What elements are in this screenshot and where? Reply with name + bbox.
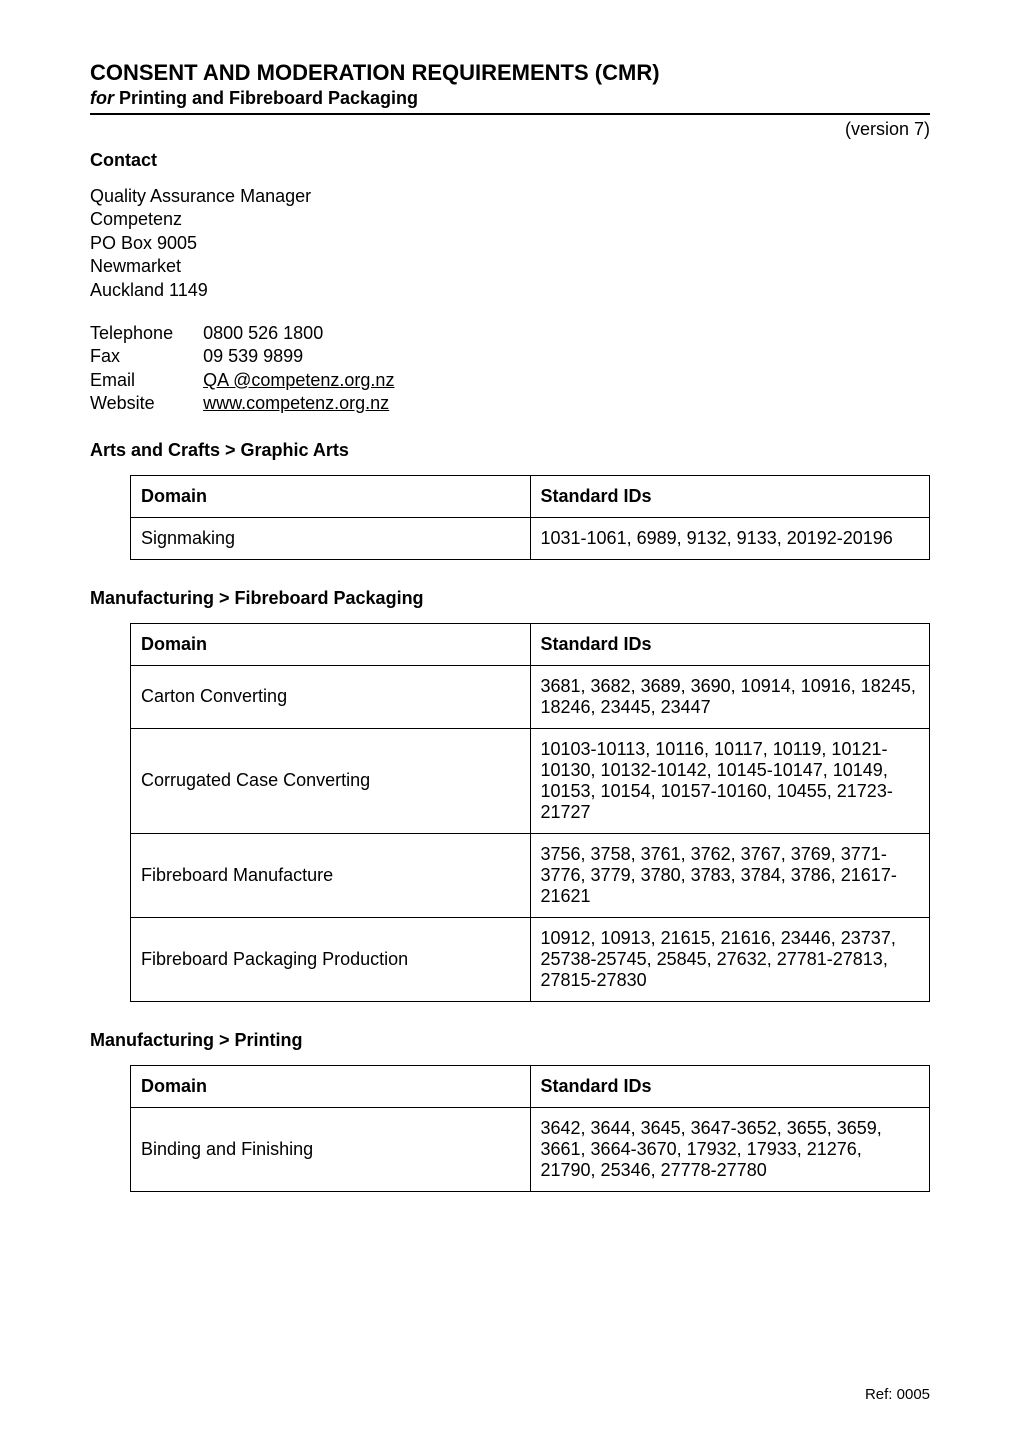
footer-ref: Ref: 0005: [865, 1386, 930, 1403]
cell-domain: Corrugated Case Converting: [131, 728, 531, 833]
header-ids: Standard IDs: [530, 623, 930, 665]
contact-row-email: Email QA @competenz.org.nz: [90, 369, 424, 392]
header-domain: Domain: [131, 1065, 531, 1107]
contact-line: Auckland 1149: [90, 279, 930, 302]
contact-line: PO Box 9005: [90, 232, 930, 255]
table-row: Fibreboard Manufacture 3756, 3758, 3761,…: [131, 833, 930, 917]
cell-domain: Fibreboard Packaging Production: [131, 917, 531, 1001]
contact-label: Website: [90, 392, 203, 415]
doc-title: CONSENT AND MODERATION REQUIREMENTS (CMR…: [90, 60, 930, 86]
version-label: (version 7): [90, 119, 930, 140]
section1-table: Domain Standard IDs Signmaking 1031-1061…: [130, 475, 930, 560]
contact-line: Competenz: [90, 208, 930, 231]
section3-table: Domain Standard IDs Binding and Finishin…: [130, 1065, 930, 1192]
table-row: Signmaking 1031-1061, 6989, 9132, 9133, …: [131, 517, 930, 559]
cell-ids: 10103-10113, 10116, 10117, 10119, 10121-…: [530, 728, 930, 833]
cell-domain: Signmaking: [131, 517, 531, 559]
contact-heading: Contact: [90, 150, 930, 171]
cell-domain: Fibreboard Manufacture: [131, 833, 531, 917]
table-header-row: Domain Standard IDs: [131, 623, 930, 665]
cell-ids: 3681, 3682, 3689, 3690, 10914, 10916, 18…: [530, 665, 930, 728]
contact-details-table: Telephone 0800 526 1800 Fax 09 539 9899 …: [90, 322, 424, 416]
contact-row-telephone: Telephone 0800 526 1800: [90, 322, 424, 345]
section3-heading: Manufacturing > Printing: [90, 1030, 930, 1051]
header-ids: Standard IDs: [530, 475, 930, 517]
contact-value: 0800 526 1800: [203, 322, 424, 345]
contact-row-website: Website www.competenz.org.nz: [90, 392, 424, 415]
page: CONSENT AND MODERATION REQUIREMENTS (CMR…: [0, 0, 1020, 1443]
website-link[interactable]: www.competenz.org.nz: [203, 393, 389, 413]
table-row: Fibreboard Packaging Production 10912, 1…: [131, 917, 930, 1001]
cell-ids: 1031-1061, 6989, 9132, 9133, 20192-20196: [530, 517, 930, 559]
table-header-row: Domain Standard IDs: [131, 475, 930, 517]
section2-heading: Manufacturing > Fibreboard Packaging: [90, 588, 930, 609]
table-header-row: Domain Standard IDs: [131, 1065, 930, 1107]
table-row: Corrugated Case Converting 10103-10113, …: [131, 728, 930, 833]
table-row: Carton Converting 3681, 3682, 3689, 3690…: [131, 665, 930, 728]
section2-table: Domain Standard IDs Carton Converting 36…: [130, 623, 930, 1002]
cell-ids: 3756, 3758, 3761, 3762, 3767, 3769, 3771…: [530, 833, 930, 917]
header-ids: Standard IDs: [530, 1065, 930, 1107]
contact-label: Email: [90, 369, 203, 392]
cell-domain: Carton Converting: [131, 665, 531, 728]
contact-label: Telephone: [90, 322, 203, 345]
doc-subtitle: for Printing and Fibreboard Packaging: [90, 88, 930, 109]
header-domain: Domain: [131, 623, 531, 665]
cell-domain: Binding and Finishing: [131, 1107, 531, 1191]
subtitle-italic: for: [90, 88, 114, 108]
contact-block: Quality Assurance Manager Competenz PO B…: [90, 185, 930, 302]
title-divider: [90, 113, 930, 115]
contact-label: Fax: [90, 345, 203, 368]
cell-ids: 3642, 3644, 3645, 3647-3652, 3655, 3659,…: [530, 1107, 930, 1191]
contact-line: Newmarket: [90, 255, 930, 278]
contact-row-fax: Fax 09 539 9899: [90, 345, 424, 368]
cell-ids: 10912, 10913, 21615, 21616, 23446, 23737…: [530, 917, 930, 1001]
table-row: Binding and Finishing 3642, 3644, 3645, …: [131, 1107, 930, 1191]
contact-value: 09 539 9899: [203, 345, 424, 368]
header-domain: Domain: [131, 475, 531, 517]
section1-heading: Arts and Crafts > Graphic Arts: [90, 440, 930, 461]
subtitle-rest: Printing and Fibreboard Packaging: [114, 88, 418, 108]
email-link[interactable]: QA @competenz.org.nz: [203, 370, 394, 390]
contact-line: Quality Assurance Manager: [90, 185, 930, 208]
